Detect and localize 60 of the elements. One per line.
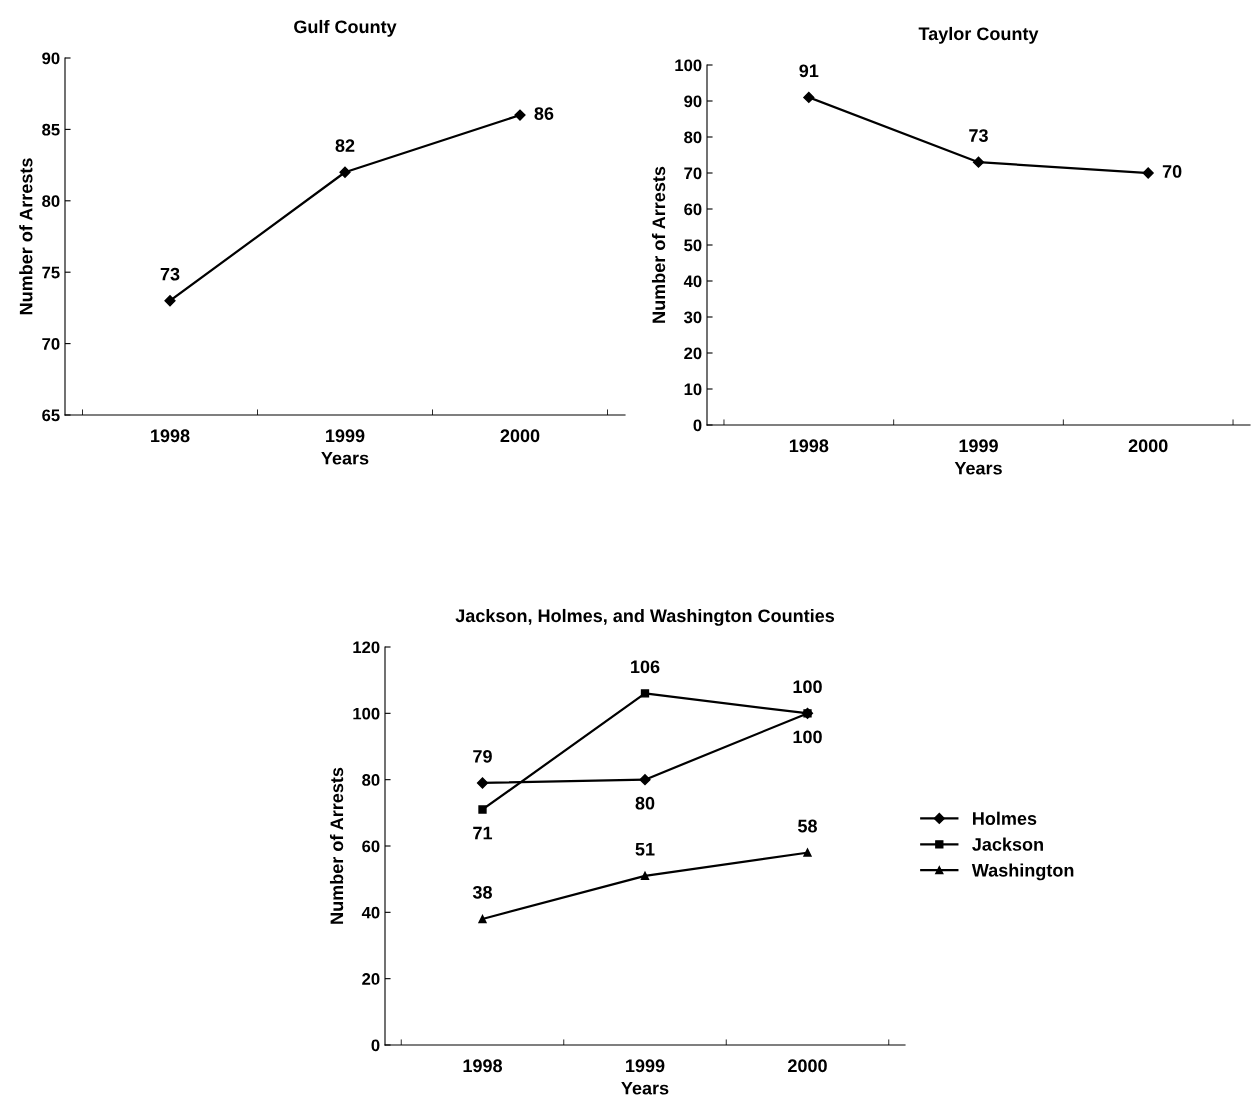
data-label: 91 [799, 64, 819, 78]
y-tick-label: 100 [353, 707, 380, 720]
x-axis-title: Years [954, 461, 1002, 475]
data-label: 70 [1162, 165, 1182, 178]
data-label: 82 [335, 139, 355, 152]
y-tick-label: 65 [42, 409, 60, 422]
y-tick-label: 40 [683, 275, 702, 288]
x-tick-label: 1998 [463, 1059, 503, 1073]
y-tick-label: 80 [684, 131, 702, 144]
y-tick-label: 10 [684, 383, 702, 396]
data-label: 58 [798, 819, 817, 833]
chart-title: Gulf County [294, 19, 397, 37]
x-tick-label: 2000 [500, 429, 540, 443]
y-axis-title: Number of Arrests [651, 166, 666, 323]
y-tick-label: 70 [42, 338, 60, 350]
data-label: 73 [969, 129, 988, 142]
data-label: 80 [635, 796, 655, 810]
x-axis-title: Years [621, 1081, 669, 1095]
data-label: 51 [635, 843, 655, 856]
legend-label: Holmes [973, 811, 1037, 825]
y-tick-label: 20 [362, 973, 380, 985]
y-tick-label: 80 [362, 774, 380, 786]
y-tick-label: 70 [684, 167, 702, 180]
y-tick-label: 90 [42, 52, 60, 65]
data-label: 100 [793, 680, 822, 694]
y-axis-title: Number of Arrests [19, 158, 33, 315]
y-tick-label: 50 [684, 239, 702, 252]
chart-title: Jackson, Holmes, and Washington Counties [455, 608, 835, 626]
x-tick-label: 1998 [789, 439, 829, 453]
y-tick-label: 85 [42, 123, 60, 136]
x-tick-label: 1999 [626, 1059, 665, 1073]
y-tick-label: 60 [362, 840, 380, 853]
data-label: 71 [473, 826, 493, 840]
y-tick-label: 90 [684, 95, 702, 108]
y-tick-label: 120 [353, 641, 380, 654]
x-tick-label: 2000 [788, 1059, 827, 1073]
y-tick-label: 100 [675, 59, 702, 72]
y-tick-label: 75 [42, 266, 60, 279]
data-label: 38 [472, 885, 492, 899]
legend-label: Washington [971, 863, 1074, 881]
data-label: 73 [160, 267, 180, 281]
y-tick-label: 0 [693, 419, 702, 432]
data-label: 100 [793, 730, 822, 744]
y-tick-label: 20 [684, 347, 702, 360]
data-label: 86 [534, 107, 554, 120]
chart-title: Taylor County [918, 26, 1039, 44]
y-axis-title: Number of Arrests [329, 767, 344, 924]
data-label: 106 [631, 660, 660, 674]
data-label: 79 [473, 749, 492, 763]
y-tick-label: 80 [42, 195, 60, 207]
x-axis-title: Years [321, 451, 369, 465]
y-tick-label: 30 [683, 311, 702, 324]
legend-label: Jackson [972, 837, 1043, 851]
y-tick-label: 40 [361, 906, 380, 919]
x-tick-label: 1999 [326, 429, 365, 443]
y-tick-label: 0 [371, 1039, 380, 1052]
y-tick-label: 60 [684, 203, 702, 216]
x-tick-label: 1998 [151, 429, 190, 443]
x-tick-label: 2000 [1128, 439, 1168, 453]
x-tick-label: 1999 [959, 439, 998, 453]
